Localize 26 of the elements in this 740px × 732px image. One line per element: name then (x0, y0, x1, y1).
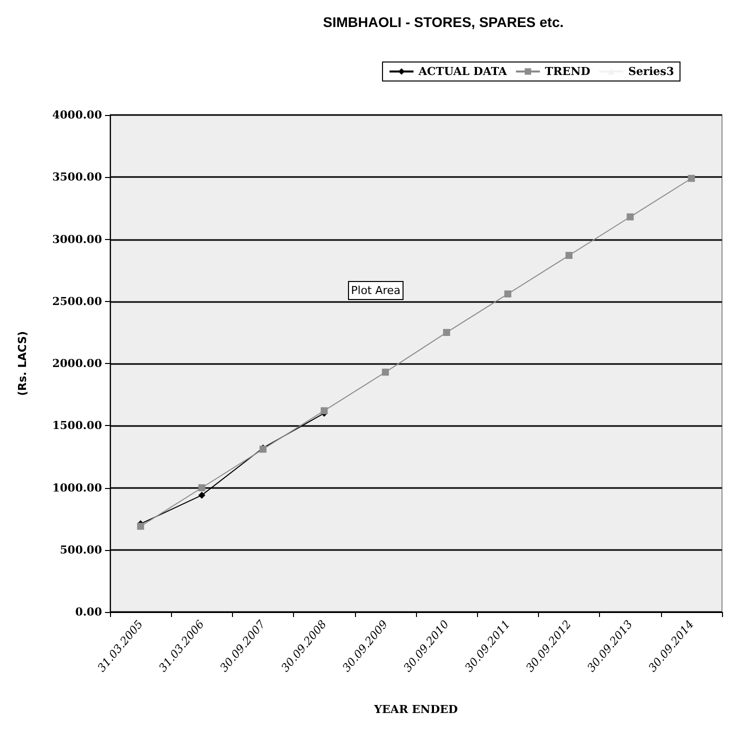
y-tick-label: 3000.00 (52, 232, 102, 246)
y-tick-label: 1000.00 (52, 481, 102, 494)
y-axis-title: (Rs. LACS) (16, 331, 29, 396)
point (198, 484, 206, 492)
y-tick-label: 0.00 (75, 606, 102, 618)
y-tick-label: 2000.00 (52, 357, 102, 370)
point (198, 492, 206, 499)
y-tick-label: 4000.00 (52, 108, 102, 122)
legend-label: ACTUAL DATA (418, 65, 508, 78)
annotation: Plot Area (351, 284, 401, 297)
point (382, 368, 389, 376)
point (626, 213, 634, 220)
point (137, 522, 144, 530)
point (320, 407, 328, 414)
point (504, 290, 512, 298)
legend-label: TREND (544, 65, 591, 78)
point (443, 328, 450, 336)
chart-title: SIMBHAOLI - STORES, SPARES etc. (323, 14, 564, 30)
point (688, 174, 695, 182)
legend-label: Series3 (628, 65, 674, 78)
y-tick-label: 500.00 (60, 543, 102, 556)
point (566, 252, 572, 259)
x-axis-title: YEAR ENDED (373, 703, 458, 716)
y-tick-label: 1500.00 (52, 419, 102, 432)
y-tick-label: 3500.00 (52, 170, 102, 184)
y-tick-label: 2500.00 (52, 294, 102, 308)
